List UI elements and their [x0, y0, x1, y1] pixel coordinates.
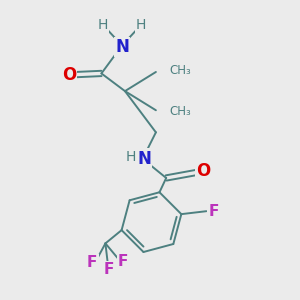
Text: H: H — [136, 18, 146, 32]
Text: O: O — [62, 66, 76, 84]
Text: F: F — [103, 262, 113, 278]
Text: CH₃: CH₃ — [169, 105, 191, 118]
Text: H: H — [98, 18, 108, 32]
Text: O: O — [196, 162, 210, 180]
Text: H: H — [126, 150, 136, 164]
Text: F: F — [208, 204, 219, 219]
Text: F: F — [87, 255, 98, 270]
Text: N: N — [115, 38, 129, 56]
Text: CH₃: CH₃ — [169, 64, 191, 77]
Text: F: F — [118, 254, 128, 268]
Text: N: N — [137, 150, 151, 168]
